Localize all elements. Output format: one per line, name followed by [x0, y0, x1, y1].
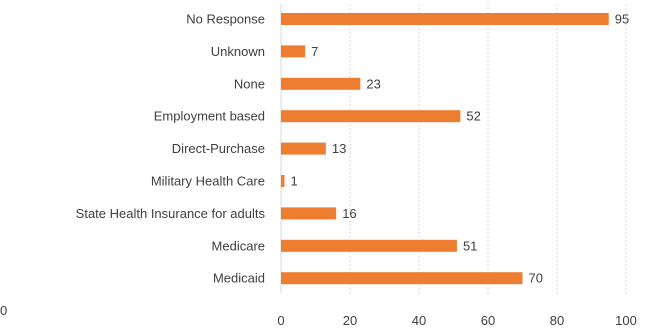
bar [281, 175, 285, 187]
category-label: Medicare [212, 238, 265, 253]
bar [281, 77, 361, 90]
data-label: 70 [529, 271, 543, 286]
x-tick-label: 100 [615, 313, 637, 328]
bar [281, 272, 523, 285]
category-label: None [234, 76, 265, 91]
x-tick-label: 40 [412, 313, 426, 328]
category-label: Unknown [211, 44, 265, 59]
data-label: 13 [332, 141, 346, 156]
data-label: 1 [290, 174, 297, 189]
bar [281, 110, 461, 123]
x-tick-label: 60 [481, 313, 495, 328]
stray-zero-label: 0 [0, 303, 8, 318]
bar [281, 13, 609, 25]
data-label: 7 [311, 44, 318, 59]
category-label: State Health Insurance for adults [76, 206, 266, 221]
category-labels: No Response Unknown None Employment based Di… [76, 12, 266, 286]
bar [281, 45, 306, 58]
data-label: 51 [463, 238, 477, 253]
bar [281, 239, 457, 252]
x-tick-label: 20 [343, 313, 357, 328]
x-tick-label: 0 [277, 313, 284, 328]
data-label: 16 [342, 206, 356, 221]
x-axis-ticks: 0 20 40 60 80 100 [277, 313, 636, 328]
category-label: Employment based [154, 109, 265, 124]
data-label: 52 [466, 109, 480, 124]
bar [281, 207, 337, 220]
data-label: 95 [615, 12, 629, 27]
category-label: Military Health Care [151, 174, 265, 189]
category-label: Medicaid [213, 271, 265, 286]
category-label: Direct-Purchase [172, 141, 265, 156]
data-label: 23 [366, 76, 380, 91]
category-label: No Response [186, 12, 265, 27]
bars [281, 13, 609, 285]
bar [281, 142, 326, 155]
x-tick-label: 80 [550, 313, 564, 328]
data-labels: 95 7 23 52 13 1 16 51 70 [290, 12, 629, 286]
